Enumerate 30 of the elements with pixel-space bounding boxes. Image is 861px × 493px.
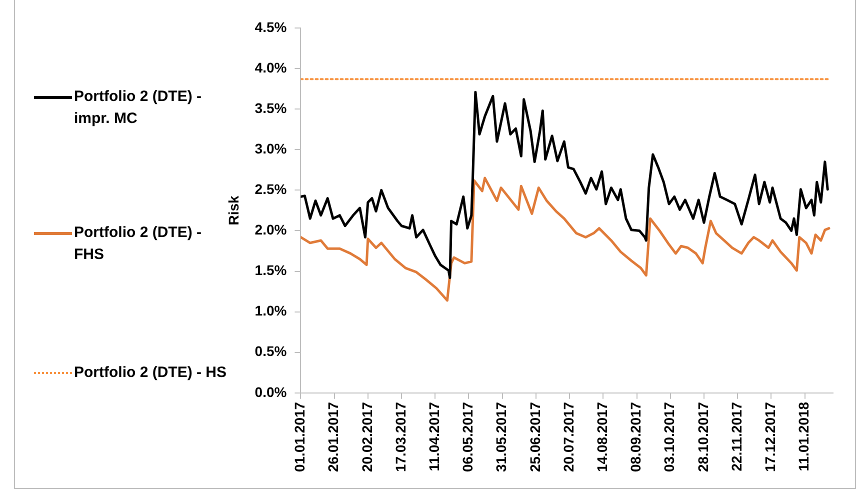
y-tick-label: 3.5% <box>254 100 288 116</box>
legend-label: Portfolio 2 (DTE) - impr. MC <box>74 87 202 129</box>
y-tick-label: 0.5% <box>254 343 288 360</box>
x-tick-label: 06.05.2017 <box>460 402 476 472</box>
y-tick-label: 1.5% <box>254 262 288 278</box>
x-tick-label: 11.01.2018 <box>796 402 812 472</box>
y-tick-label: 4.0% <box>254 59 288 76</box>
legend-label: Portfolio 2 (DTE) - FHS <box>74 224 202 263</box>
y-tick-label: 1.0% <box>254 302 288 319</box>
x-tick-label: 17.03.2017 <box>392 402 408 472</box>
y-tick-label: 4.5% <box>254 18 288 35</box>
y-tick-label: 2.5% <box>254 181 288 198</box>
y-axis-title: Risk <box>225 195 242 226</box>
x-tick-label: 26.01.2017 <box>325 402 342 472</box>
y-tick-label: 2.0% <box>254 222 288 238</box>
x-tick-label: 08.09.2017 <box>628 402 644 472</box>
y-tick-label: 0.0% <box>254 384 288 400</box>
x-tick-label: 20.02.2017 <box>358 402 375 472</box>
x-tick-label: 31.05.2017 <box>493 402 510 472</box>
x-tick-label: 22.11.2017 <box>728 402 744 472</box>
x-tick-label: 28.10.2017 <box>694 402 711 472</box>
x-tick-label: 17.12.2017 <box>762 402 778 472</box>
x-tick-label: 25.06.2017 <box>526 402 543 472</box>
x-tick-label: 03.10.2017 <box>661 402 678 472</box>
legend-label: Portfolio 2 (DTE) - HS <box>74 363 226 383</box>
x-tick-label: 20.07.2017 <box>560 402 576 472</box>
x-tick-label: 11.04.2017 <box>426 402 442 472</box>
x-tick-label: 14.08.2017 <box>594 402 610 472</box>
y-tick-label: 3.0% <box>254 140 288 157</box>
x-tick-label: 01.01.2017 <box>292 402 308 472</box>
